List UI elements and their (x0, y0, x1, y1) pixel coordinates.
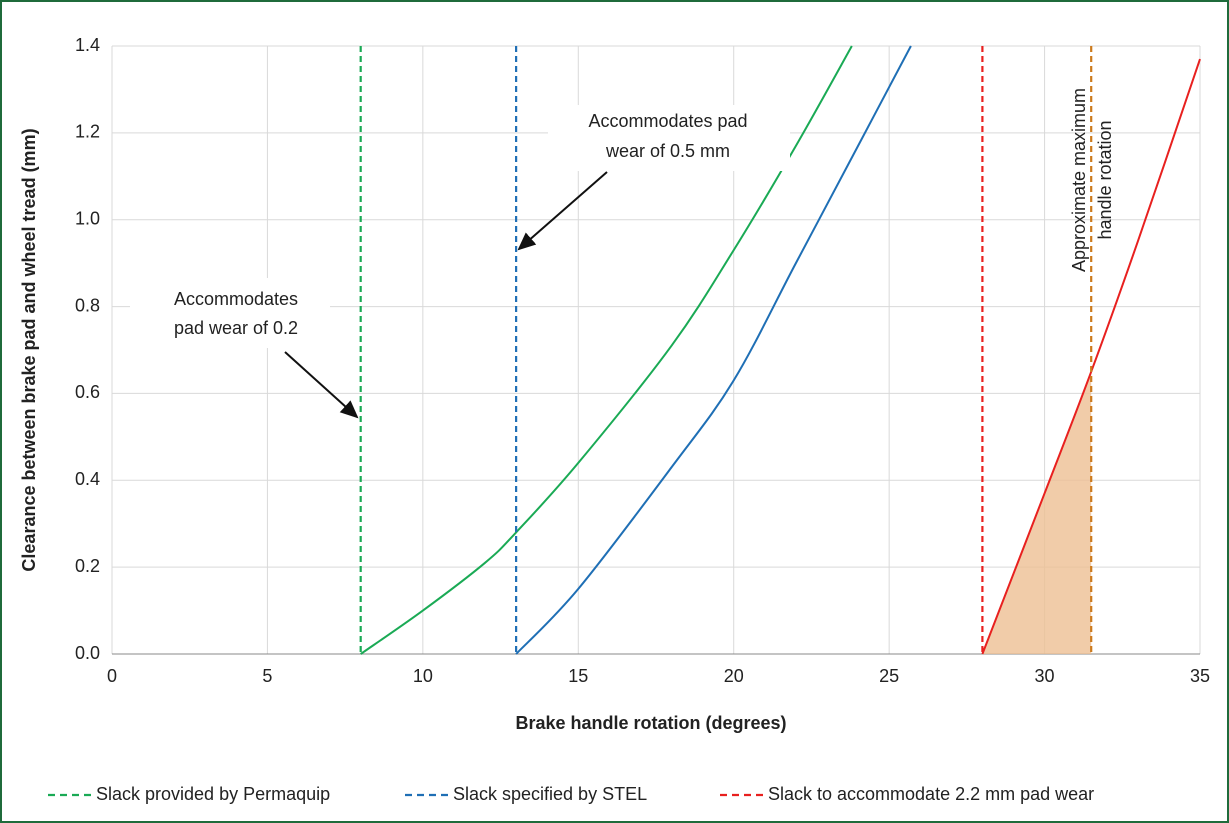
annotation: Accommodates pad (588, 111, 747, 131)
x-tick-label: 30 (1035, 666, 1055, 686)
x-tick-label: 0 (107, 666, 117, 686)
x-tick-label: 20 (724, 666, 744, 686)
annotation: handle rotation (1095, 120, 1115, 239)
y-axis-label: Clearance between brake pad and wheel tr… (19, 128, 39, 571)
y-tick-label: 1.2 (75, 122, 100, 142)
annotation: wear of 0.5 mm (605, 141, 730, 161)
legend-label: Slack to accommodate 2.2 mm pad wear (768, 784, 1094, 804)
shaded-area (982, 371, 1092, 654)
annotation-arrow (517, 171, 608, 251)
y-tick-label: 1.4 (75, 35, 100, 55)
x-tick-label: 25 (879, 666, 899, 686)
x-tick-label: 35 (1190, 666, 1210, 686)
x-tick-label: 5 (262, 666, 272, 686)
annotation-arrow (284, 351, 359, 419)
y-tick-label: 1.0 (75, 208, 100, 228)
y-tick-label: 0.4 (75, 469, 100, 489)
annotation: Approximate maximum (1069, 88, 1089, 272)
x-tick-label: 15 (568, 666, 588, 686)
x-axis-label: Brake handle rotation (degrees) (515, 713, 786, 733)
curve (515, 45, 912, 655)
y-tick-label: 0.6 (75, 382, 100, 402)
y-tick-label: 0.2 (75, 556, 100, 576)
annotation-bg (548, 105, 790, 171)
y-tick-label: 0.8 (75, 295, 100, 315)
legend-label: Slack provided by Permaquip (96, 784, 330, 804)
legend-label: Slack specified by STEL (453, 784, 647, 804)
annotation-bg (130, 278, 330, 348)
annotation: pad wear of 0.2 (174, 318, 298, 338)
y-tick-label: 0.0 (75, 643, 100, 663)
x-tick-label: 10 (413, 666, 433, 686)
annotation: Accommodates (174, 289, 298, 309)
